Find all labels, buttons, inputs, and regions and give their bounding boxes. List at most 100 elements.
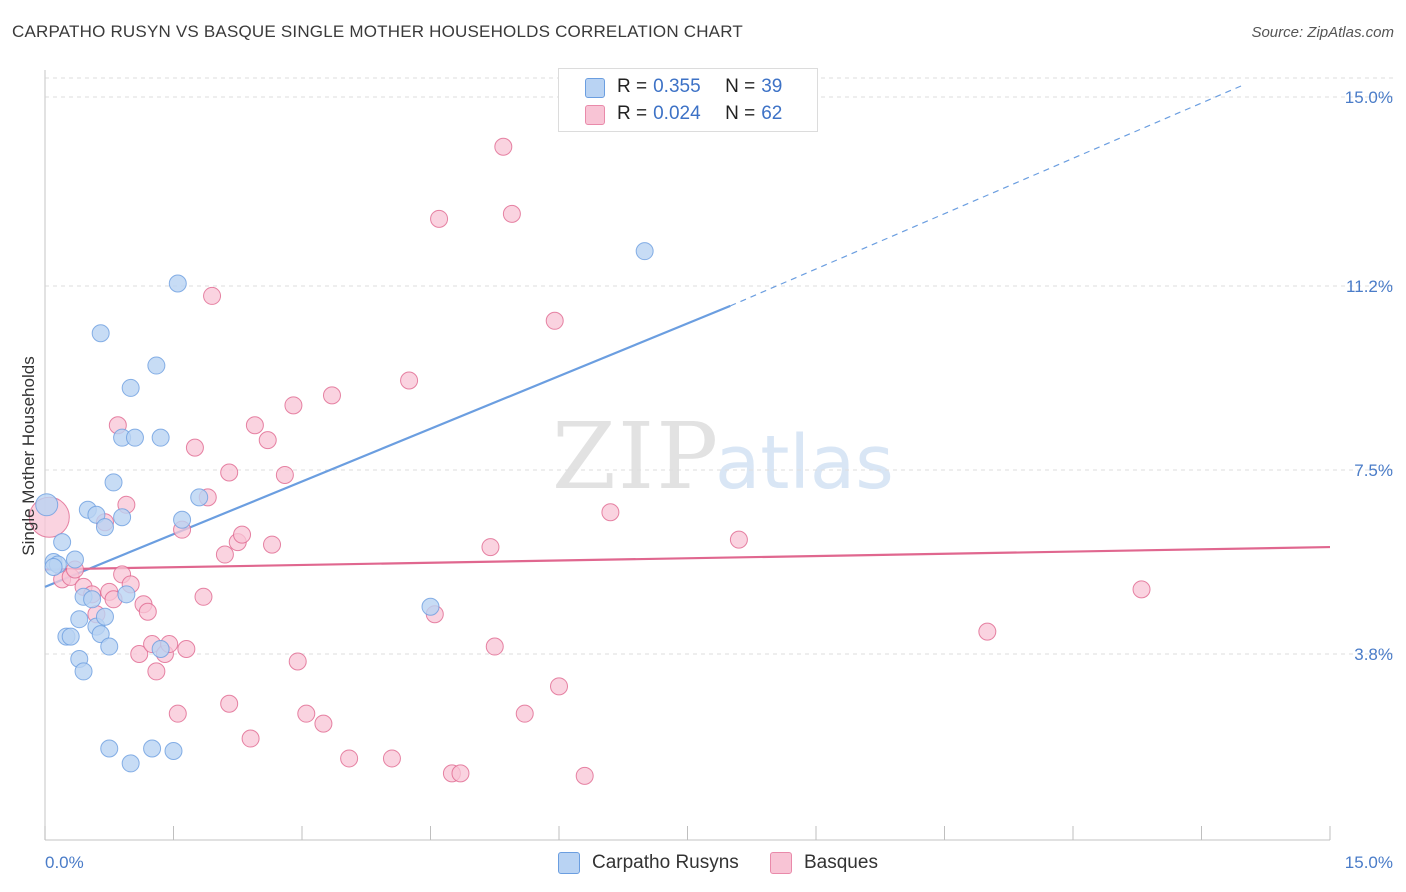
watermark-atlas: atlas <box>715 420 894 506</box>
trend-lines <box>44 84 1331 588</box>
legend-r-label: R = <box>617 103 648 124</box>
point-basques <box>203 286 222 305</box>
point-basques <box>284 396 303 415</box>
point-carpatho-rusyns <box>65 550 84 569</box>
chart-source: Source: ZipAtlas.com <box>1251 24 1394 41</box>
y-tick-label: 3.8% <box>1354 645 1393 664</box>
point-basques <box>340 749 359 768</box>
point-carpatho-rusyns <box>125 428 144 447</box>
point-carpatho-rusyns <box>100 637 119 656</box>
legend-row-basques: R = 0.024 N = 62 <box>585 102 783 126</box>
point-carpatho-rusyns <box>91 324 110 343</box>
point-basques <box>430 209 449 228</box>
point-basques <box>263 535 282 554</box>
x-tick-label-max: 15.0% <box>1345 853 1393 872</box>
point-carpatho-rusyns <box>190 488 209 507</box>
legend-n-value: 39 <box>761 76 783 97</box>
legend-swatch-blue <box>585 78 605 98</box>
legend-n-label: N = <box>725 103 756 124</box>
point-basques <box>245 416 264 435</box>
point-basques <box>147 662 166 681</box>
point-basques <box>138 602 157 621</box>
point-basques <box>545 311 564 330</box>
point-basques <box>258 431 277 450</box>
point-carpatho-rusyns <box>104 473 123 492</box>
point-basques <box>729 530 748 549</box>
ticks: 3.8% 7.5% 11.2% 15.0% 0.0% 15.0% <box>45 88 1393 872</box>
point-carpatho-rusyns <box>173 510 192 529</box>
point-basques <box>550 677 568 696</box>
legend-row-carpatho: R = 0.355 N = 39 <box>585 75 783 99</box>
point-carpatho-rusyns <box>147 356 166 375</box>
point-basques <box>314 714 333 733</box>
bottom-legend-swatch-pink <box>770 852 792 874</box>
point-basques <box>168 704 187 723</box>
bottom-legend-carpatho: Carpatho Rusyns <box>558 852 739 874</box>
point-basques <box>485 637 504 656</box>
point-carpatho-rusyns <box>121 754 140 773</box>
y-axis-title: Single Mother Households <box>19 356 38 555</box>
legend-n-label: N = <box>725 76 756 97</box>
point-carpatho-rusyns <box>635 242 654 261</box>
x-tick-label-min: 0.0% <box>45 853 84 872</box>
point-carpatho-rusyns <box>113 508 132 527</box>
point-carpatho-rusyns <box>421 597 440 616</box>
point-basques <box>494 137 513 156</box>
grid <box>45 77 1395 655</box>
point-basques <box>978 622 997 641</box>
correlation-legend: R = 0.355 N = 39 R = 0.024 N = 62 <box>558 68 818 132</box>
point-basques <box>322 386 341 405</box>
axes <box>44 70 1331 841</box>
point-carpatho-rusyns <box>87 505 106 524</box>
point-carpatho-rusyns <box>91 625 110 644</box>
point-basques <box>233 525 252 544</box>
point-basques <box>502 204 521 223</box>
point-carpatho-rusyns <box>95 518 114 537</box>
trend-line-1 <box>44 545 1331 571</box>
point-basques <box>185 438 204 457</box>
point-carpatho-rusyns <box>168 274 187 293</box>
y-tick-label: 11.2% <box>1346 277 1393 296</box>
bottom-legend-label: Basques <box>804 852 878 873</box>
point-carpatho-rusyns <box>151 428 170 447</box>
point-carpatho-rusyns <box>143 739 162 758</box>
y-tick-label: 7.5% <box>1354 461 1393 480</box>
point-carpatho-rusyns <box>70 610 89 629</box>
legend-r-value: 0.024 <box>653 103 701 124</box>
point-carpatho-rusyns <box>53 533 72 552</box>
point-carpatho-rusyns <box>83 590 102 609</box>
point-basques <box>575 766 594 785</box>
chart-title: CARPATHO RUSYN VS BASQUE SINGLE MOTHER H… <box>12 22 743 41</box>
point-basques <box>601 503 620 522</box>
point-carpatho-rusyns <box>44 557 63 576</box>
point-carpatho-rusyns <box>35 493 59 517</box>
point-carpatho-rusyns <box>117 585 136 604</box>
point-basques <box>481 538 500 557</box>
point-basques <box>130 645 149 663</box>
bottom-legend-swatch-blue <box>558 852 580 874</box>
point-basques <box>215 545 234 564</box>
data-points <box>28 137 1151 785</box>
point-carpatho-rusyns <box>151 640 170 659</box>
bottom-legend-label: Carpatho Rusyns <box>592 852 739 873</box>
point-basques <box>220 463 239 482</box>
point-basques <box>288 652 307 671</box>
watermark-zip: ZIP <box>552 403 720 510</box>
y-tick-label: 15.0% <box>1345 88 1393 107</box>
point-basques <box>297 704 316 723</box>
point-carpatho-rusyns <box>121 378 140 397</box>
trend-line-extension-0 <box>730 84 1245 307</box>
point-carpatho-rusyns <box>95 607 114 626</box>
trend-line-0 <box>44 304 731 588</box>
point-carpatho-rusyns <box>74 662 93 681</box>
point-carpatho-rusyns <box>164 741 183 760</box>
point-carpatho-rusyns <box>61 627 80 646</box>
legend-r-value: 0.355 <box>653 76 701 97</box>
bottom-legend-basques: Basques <box>770 852 878 874</box>
legend-n-value: 62 <box>761 103 783 124</box>
point-basques <box>177 640 196 659</box>
point-basques <box>400 371 419 390</box>
point-basques <box>241 729 260 748</box>
point-basques <box>275 465 294 484</box>
